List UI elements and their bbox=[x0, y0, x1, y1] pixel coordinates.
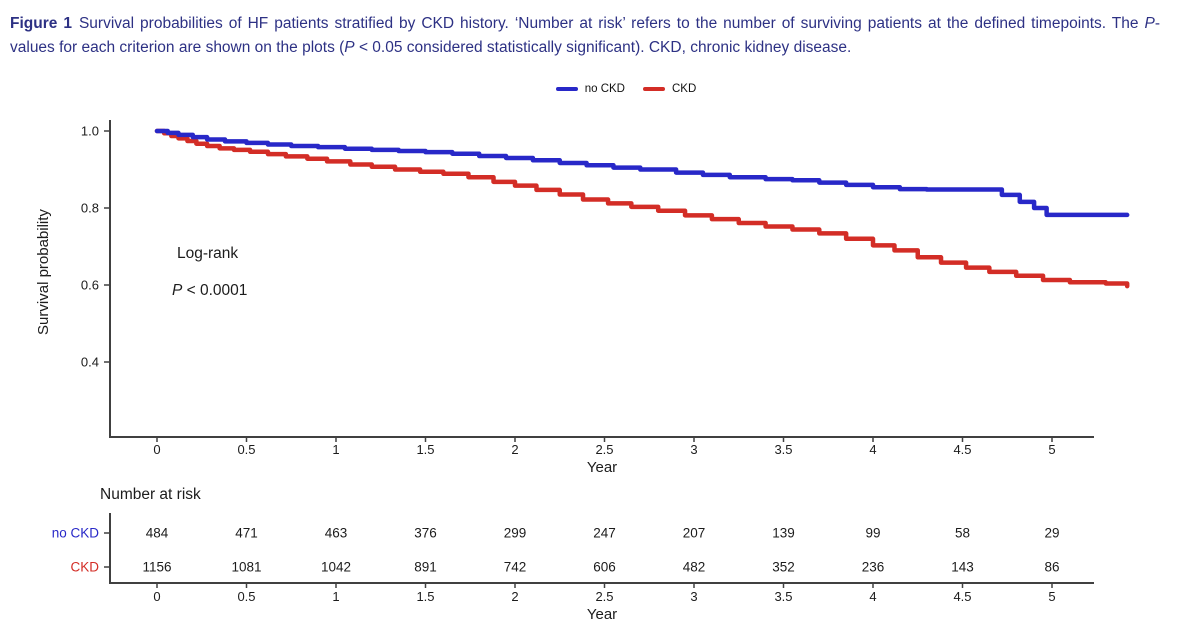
km-survival-plot: 0.4 0.6 0.8 1.0 0 0.5 1 1.5 2 2.5 3 3.5 4 4.5 5 Year no … bbox=[52, 120, 1130, 623]
risk-value: 742 bbox=[504, 560, 527, 575]
x-tick-label: 0 bbox=[153, 442, 160, 457]
risk-x-tick-label: 0.5 bbox=[237, 589, 255, 604]
caption-segment: < 0.05 considered statistically signific… bbox=[354, 38, 852, 56]
risk-value: 606 bbox=[593, 560, 616, 575]
x-tick-label: 3 bbox=[690, 442, 697, 457]
legend-item-ckd: CKD bbox=[643, 83, 696, 95]
risk-x-tick-label: 2.5 bbox=[595, 589, 613, 604]
caption-segment: P bbox=[344, 38, 355, 56]
risk-value: 139 bbox=[772, 526, 795, 541]
km-curve-ckd bbox=[154, 128, 1130, 289]
risk-x-tick-label: 1.5 bbox=[416, 589, 434, 604]
risk-value: 482 bbox=[683, 560, 706, 575]
risk-value: 352 bbox=[772, 560, 795, 575]
risk-x-tick-label: 0 bbox=[153, 589, 160, 604]
x-axis-title: Year bbox=[587, 459, 617, 476]
risk-x-tick-label: 2 bbox=[511, 589, 518, 604]
x-tick-label: 5 bbox=[1048, 442, 1055, 457]
risk-value: 376 bbox=[414, 526, 437, 541]
legend-label: no CKD bbox=[584, 83, 625, 95]
risk-table-title: Number at risk bbox=[100, 486, 201, 503]
pvalue-p-symbol: P bbox=[172, 282, 183, 299]
risk-value: 463 bbox=[325, 526, 348, 541]
risk-value: 1042 bbox=[321, 560, 351, 575]
risk-x-tick-label: 3 bbox=[690, 589, 697, 604]
x-tick-label: 0.5 bbox=[237, 442, 255, 457]
risk-row-label-no-ckd: no CKD bbox=[52, 526, 100, 541]
caption-segment: Survival probabilities of HF patients st… bbox=[78, 15, 1145, 32]
risk-row-label-ckd: CKD bbox=[70, 560, 99, 575]
y-tick-label: 0.4 bbox=[81, 355, 99, 370]
risk-x-tick-label: 5 bbox=[1048, 589, 1055, 604]
x-tick-label: 3.5 bbox=[774, 442, 792, 457]
pvalue-text: < 0.0001 bbox=[182, 282, 248, 299]
risk-value: 891 bbox=[414, 560, 437, 575]
risk-value: 29 bbox=[1044, 526, 1059, 541]
logrank-label: Log-rank bbox=[177, 245, 239, 262]
y-tick-label: 0.6 bbox=[81, 278, 99, 293]
chart-legend: no CKD CKD bbox=[26, 80, 1200, 98]
legend-line-swatch bbox=[643, 86, 665, 92]
legend-label: CKD bbox=[672, 83, 697, 95]
risk-x-tick-label: 4 bbox=[869, 589, 876, 604]
caption-segment: P bbox=[1144, 15, 1155, 32]
caption-segment: -values for each criterion are shown on … bbox=[10, 15, 1160, 56]
risk-value: 143 bbox=[951, 560, 974, 575]
pvalue-label: P < 0.0001 bbox=[172, 282, 247, 300]
km-curve-no-ckd bbox=[154, 128, 1130, 218]
risk-value: 484 bbox=[146, 526, 169, 541]
risk-value: 207 bbox=[683, 526, 706, 541]
x-tick-label: 1.5 bbox=[416, 442, 434, 457]
risk-value: 58 bbox=[955, 526, 970, 541]
y-tick-label: 0.8 bbox=[81, 201, 99, 216]
legend-line-swatch bbox=[555, 86, 578, 92]
x-tick-label: 1 bbox=[332, 442, 339, 457]
risk-value: 99 bbox=[865, 526, 880, 541]
risk-value: 299 bbox=[504, 526, 527, 541]
risk-value: 1156 bbox=[142, 560, 171, 575]
x-tick-label: 2.5 bbox=[595, 442, 613, 457]
x-tick-label: 4 bbox=[869, 442, 876, 457]
risk-value: 236 bbox=[862, 560, 885, 575]
risk-value: 86 bbox=[1044, 560, 1059, 575]
y-tick-label: 1.0 bbox=[81, 124, 99, 139]
x-tick-label: 4.5 bbox=[953, 442, 971, 457]
risk-x-tick-label: 4.5 bbox=[953, 589, 971, 604]
figure-caption: Figure 1 Survival probabilities of HF pat… bbox=[10, 12, 1160, 59]
risk-x-tick-label: 1 bbox=[332, 589, 339, 604]
x-tick-label: 2 bbox=[511, 442, 518, 457]
risk-x-axis-title: Year bbox=[587, 606, 617, 623]
risk-value: 247 bbox=[593, 526, 616, 541]
risk-x-tick-label: 3.5 bbox=[774, 589, 792, 604]
legend-item-no-ckd: no CKD bbox=[555, 83, 625, 95]
risk-value: 471 bbox=[235, 526, 258, 541]
risk-value: 1081 bbox=[231, 560, 261, 575]
caption-segment: Figure 1 bbox=[10, 15, 72, 32]
